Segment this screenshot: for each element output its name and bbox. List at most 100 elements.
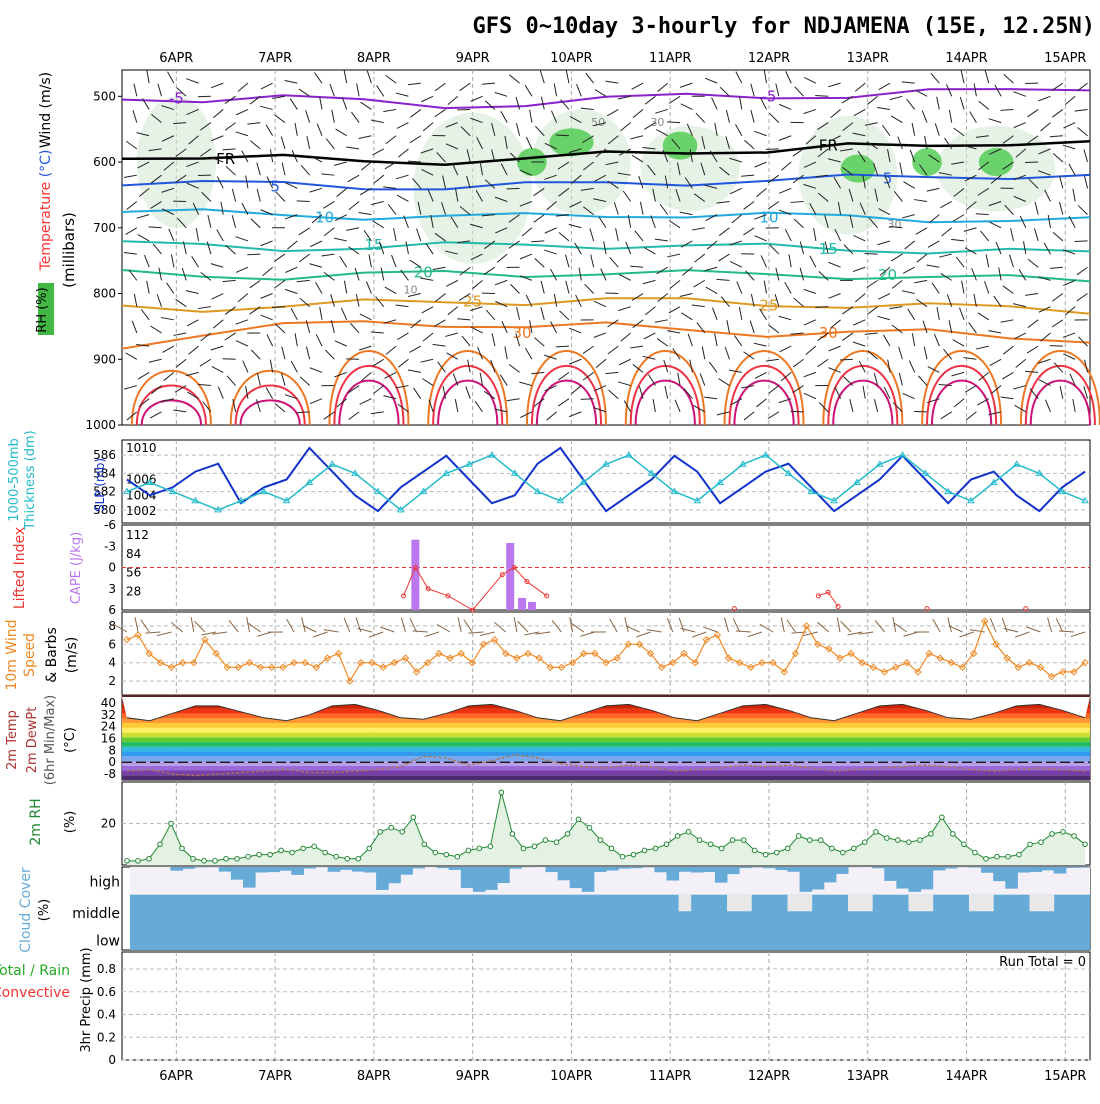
rh-point: [400, 830, 405, 835]
wind-barb: [891, 116, 902, 123]
date-label-bottom: 7APR: [258, 1069, 292, 1084]
wind-barb: [350, 323, 359, 333]
wind-barb: [970, 111, 977, 122]
wind-barb: [669, 96, 680, 103]
surface-isotherm-loop: [1026, 366, 1095, 425]
date-label-top: 14APR: [945, 51, 987, 66]
wind-barb: [619, 359, 631, 365]
wind-barb: [171, 254, 173, 267]
wind-barb: [301, 165, 310, 175]
wind-barb: [604, 241, 606, 254]
panel-ylabel: Thickness (dm): [23, 430, 38, 530]
panel-ylabel: CAPE (J/kg): [69, 532, 84, 604]
wind-barb: [894, 191, 902, 201]
wind-barb: [310, 368, 322, 373]
wind-barb: [266, 388, 273, 399]
precip-tick: 0.2: [97, 1030, 116, 1044]
wind-barb: [717, 279, 730, 280]
wind-barb: [531, 372, 544, 373]
wind-barb: [854, 109, 865, 115]
wind-barb: [645, 307, 655, 315]
rh-contour-label: 30: [650, 116, 664, 129]
rh-point: [664, 842, 669, 847]
cloud-high-cell: [231, 867, 244, 880]
wind-barb: [385, 287, 396, 293]
wind-barb: [995, 85, 1001, 96]
wind-barb: [1065, 96, 1075, 104]
lifted-index-point: [402, 594, 406, 598]
wind-barb: [433, 344, 446, 346]
wind-barb: [989, 119, 1001, 123]
wind-barb: [559, 311, 568, 320]
wind-barb: [853, 235, 865, 240]
wind-barb: [980, 231, 988, 241]
wind-barb: [680, 83, 692, 87]
wind10-barb: [1071, 632, 1085, 637]
panel-ylabel-part: 2m RH: [28, 798, 44, 845]
cloud-middle-cell: [739, 895, 752, 912]
pressure-tick-label: 800: [93, 287, 116, 301]
lifted-tick: 0: [108, 561, 116, 575]
wind-barb: [927, 188, 940, 191]
wind-barb: [1016, 359, 1026, 367]
wind-barb: [959, 308, 964, 320]
wind-barb: [665, 386, 668, 399]
wind-barb: [151, 326, 162, 333]
date-label-bottom: 9APR: [456, 1069, 490, 1084]
wind-barb: [566, 255, 569, 268]
cloud-high-cell: [279, 867, 292, 871]
date-label-bottom: 15APR: [1044, 1069, 1086, 1084]
wind-barb: [275, 403, 285, 411]
wind-barb: [596, 359, 606, 367]
rh-shading: [532, 109, 631, 214]
wind-barb: [491, 360, 495, 372]
panel-ylabel-part: Lifted Index: [12, 527, 28, 609]
wind-barb: [238, 83, 248, 91]
panel-ylabel-part: & Barbs: [44, 627, 60, 683]
rh-point: [323, 850, 328, 855]
panel-ylabel: 2m Temp: [5, 710, 20, 770]
pressure-tick-label: 700: [93, 221, 116, 235]
wind-barb: [789, 254, 791, 267]
temp-color-band: [122, 733, 1090, 738]
wind-barb: [383, 109, 396, 111]
wind-barb: [348, 175, 359, 182]
wind-barb: [281, 136, 285, 148]
wind-barb: [1063, 333, 1075, 337]
cloud-high-cell: [461, 867, 474, 888]
panel-ylabel-part: Wind (m/s): [38, 72, 54, 148]
wind-barb: [755, 372, 767, 378]
wind-barb: [507, 188, 520, 189]
date-label-bottom: 6APR: [159, 1069, 193, 1084]
wind-barb: [779, 316, 792, 320]
wind-barb: [645, 96, 655, 104]
wind-barb: [236, 320, 248, 324]
isotherm-10: [122, 209, 1090, 222]
wind-barb: [621, 123, 631, 131]
wind10-barb: [410, 618, 416, 632]
wind10-barb: [933, 619, 940, 632]
date-label-top: 9APR: [456, 51, 490, 66]
wind10-barb: [1048, 618, 1052, 632]
wind-barb: [291, 361, 297, 372]
panel-ylabel-part: Speed: [22, 633, 38, 677]
date-label-bottom: 14APR: [945, 1069, 987, 1084]
wind10-barb: [724, 618, 728, 632]
wind-barb: [751, 110, 754, 123]
wind-barb: [745, 271, 754, 281]
cloud-high-cell: [739, 867, 752, 868]
wind-barb: [932, 283, 939, 294]
wind-barb: [151, 386, 161, 394]
isotherm-label: -5: [761, 87, 776, 105]
wind-barb: [297, 280, 310, 281]
lifted-tick: 3: [108, 582, 116, 596]
wind-barb: [317, 124, 322, 136]
wind-barb: [979, 101, 989, 109]
wind-barb: [680, 294, 693, 297]
wind-barb: [315, 282, 322, 293]
rh-point: [367, 846, 372, 851]
wind10-barb: [904, 632, 918, 636]
wind-barb: [334, 238, 347, 241]
panel-ylabel-part: Temperature: [38, 182, 54, 272]
